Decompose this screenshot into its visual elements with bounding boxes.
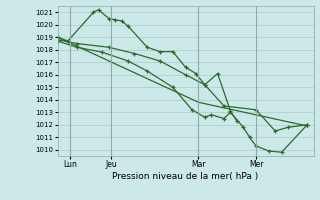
- X-axis label: Pression niveau de la mer( hPa ): Pression niveau de la mer( hPa ): [112, 172, 259, 181]
